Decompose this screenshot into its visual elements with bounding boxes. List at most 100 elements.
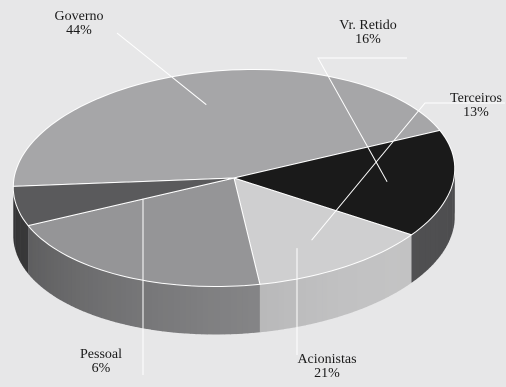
slice-label-acionistas: Acionistas	[297, 352, 356, 367]
slice-side-acionistas	[28, 226, 32, 278]
slice-side-pessoal	[13, 192, 14, 244]
slice-value-governo: 44%	[66, 23, 92, 38]
slice-side-acionistas	[46, 243, 51, 294]
slice-side-terceiros	[304, 276, 312, 326]
slice-side-vr-retido	[451, 182, 453, 235]
slice-side-terceiros	[375, 252, 381, 304]
slice-side-acionistas	[206, 286, 214, 335]
slice-side-acionistas	[247, 284, 255, 334]
slice-side-acionistas	[71, 257, 76, 309]
slice-side-terceiros	[379, 250, 385, 302]
slice-side-acionistas	[30, 228, 34, 280]
slice-side-terceiros	[265, 282, 273, 332]
slice-side-vr-retido	[430, 216, 434, 268]
slice-side-acionistas	[115, 274, 122, 324]
slice-side-vr-retido	[453, 177, 455, 229]
slice-side-acionistas	[53, 247, 58, 299]
slice-side-vr-retido	[439, 205, 443, 257]
slice-side-terceiros	[271, 282, 279, 331]
slice-value-terceiros: 13%	[463, 105, 489, 120]
slice-side-vr-retido	[445, 196, 448, 249]
slice-side-acionistas	[87, 265, 93, 315]
slice-side-vr-retido	[424, 221, 429, 273]
slice-side-terceiros	[259, 284, 262, 333]
slice-side-terceiros	[407, 234, 412, 286]
slice-label-vr-retido: Vr. Retido	[339, 18, 397, 33]
slice-side-acionistas	[201, 286, 208, 335]
slice-side-pessoal	[19, 211, 21, 264]
slice-side-acionistas	[63, 253, 68, 305]
slice-side-vr-retido	[433, 213, 436, 265]
slice-side-pessoal	[15, 201, 17, 253]
slice-side-acionistas	[91, 266, 98, 317]
slice-side-pessoal	[15, 203, 18, 256]
slice-side-pessoal	[20, 214, 23, 266]
slice-side-acionistas	[67, 255, 72, 307]
slice-side-vr-retido	[447, 194, 449, 246]
slice-side-terceiros	[403, 237, 408, 288]
slice-side-vr-retido	[443, 199, 446, 251]
slice-side-vr-retido	[448, 191, 450, 243]
leader-lines	[116, 32, 505, 375]
slice-side-vr-retido	[418, 226, 423, 278]
slice-side-vr-retido	[441, 202, 445, 254]
slice-side-acionistas	[59, 251, 65, 303]
slice-side-acionistas	[40, 238, 45, 290]
slice-side-pessoal	[22, 217, 25, 269]
slice-side-acionistas	[156, 282, 163, 332]
slice-side-terceiros	[288, 279, 295, 329]
slice-value-pessoal: 6%	[92, 361, 111, 376]
slice-side-acionistas	[212, 286, 220, 335]
slice-side-acionistas	[135, 278, 142, 329]
slice-side-terceiros	[331, 269, 338, 319]
pie-tops	[12, 69, 456, 287]
slice-side-terceiros	[310, 274, 317, 325]
slice-side-terceiros	[361, 258, 367, 309]
slice-side-terceiros	[321, 272, 328, 322]
slice-side-acionistas	[56, 249, 61, 301]
slice-side-vr-retido	[454, 174, 455, 226]
slice-side-acionistas	[189, 285, 197, 335]
slice-side-terceiros	[326, 270, 333, 321]
slice-side-acionistas	[110, 272, 117, 323]
slice-side-pessoal	[25, 222, 29, 274]
slice-side-terceiros	[315, 273, 323, 323]
slice-side-acionistas	[161, 283, 169, 332]
slice-label-pessoal: Pessoal	[80, 347, 122, 362]
slice-side-acionistas	[167, 283, 174, 333]
slice-side-terceiros	[336, 267, 343, 318]
slice-side-terceiros	[346, 264, 353, 315]
slice-side-acionistas	[120, 275, 127, 325]
slice-side-vr-retido	[437, 207, 441, 260]
slice-side-terceiros	[356, 260, 363, 311]
slice-side-vr-retido	[427, 218, 431, 270]
slice-side-acionistas	[33, 231, 36, 283]
slice-side-acionistas	[151, 281, 158, 331]
slice-side-acionistas	[235, 285, 243, 335]
pie-sides	[13, 162, 455, 335]
slice-side-acionistas	[28, 225, 29, 275]
slice-side-acionistas	[195, 286, 203, 335]
slice-side-acionistas	[101, 269, 107, 320]
leader-line-vr-retido	[317, 57, 407, 182]
slice-side-acionistas	[75, 259, 80, 310]
slice-value-acionistas: 21%	[314, 366, 340, 381]
slice-side-acionistas	[145, 280, 153, 330]
slice-side-acionistas	[79, 261, 85, 312]
slice-side-terceiros	[392, 244, 397, 295]
slice-governo	[12, 69, 441, 187]
slice-side-vr-retido	[411, 233, 413, 283]
slice-side-acionistas	[105, 271, 112, 321]
slice-side-acionistas	[218, 286, 226, 335]
slice-side-terceiros	[388, 246, 393, 297]
slice-side-terceiros	[351, 262, 358, 313]
slice-side-acionistas	[43, 240, 48, 292]
slice-side-terceiros	[383, 248, 389, 300]
slice-side-acionistas	[224, 286, 232, 335]
slice-side-acionistas	[140, 279, 147, 329]
leader-line-governo	[116, 32, 207, 106]
slice-side-acionistas	[49, 245, 54, 296]
slice-acionistas	[27, 177, 261, 287]
